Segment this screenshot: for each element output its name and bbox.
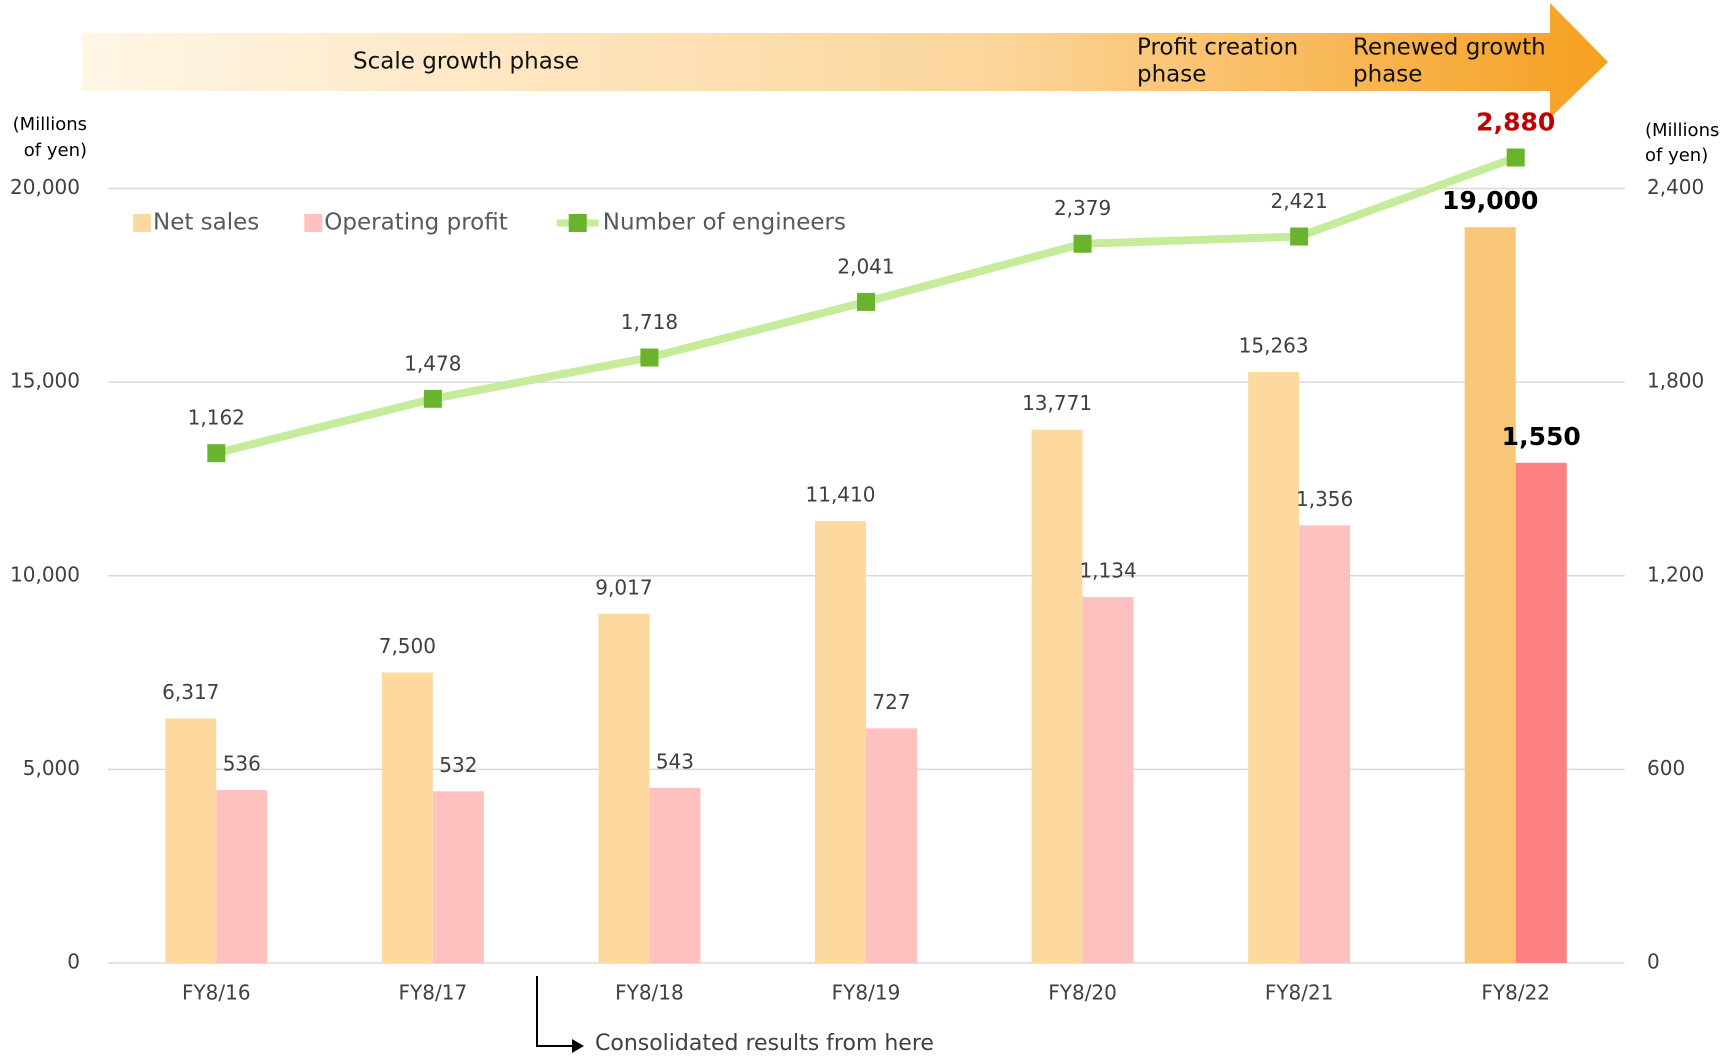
bar xyxy=(649,787,701,963)
marker xyxy=(857,292,875,311)
legend-swatch xyxy=(304,214,323,232)
bar xyxy=(1464,227,1516,964)
bar xyxy=(216,790,268,963)
x-tick-label: FY8/18 xyxy=(615,981,684,1005)
y2-tick-label: 1,800 xyxy=(1647,369,1704,393)
bar xyxy=(1299,525,1351,963)
y2-axis-label: (Millions xyxy=(1645,120,1719,141)
bar xyxy=(1515,462,1567,963)
data-label: 15,263 xyxy=(1239,333,1309,357)
legend-swatch xyxy=(133,214,151,232)
bar xyxy=(1031,429,1083,963)
data-label: 1,356 xyxy=(1296,487,1353,511)
marker xyxy=(640,348,659,367)
data-label: 1,134 xyxy=(1079,559,1136,583)
marker xyxy=(1073,234,1092,253)
bar xyxy=(815,521,866,963)
data-label: 13,771 xyxy=(1022,391,1092,415)
bar xyxy=(432,791,484,963)
data-label: 2,421 xyxy=(1271,189,1328,213)
x-tick-label: FY8/17 xyxy=(399,981,468,1005)
y-tick-label: 10,000 xyxy=(10,562,80,586)
data-label: 727 xyxy=(872,690,910,714)
bar xyxy=(1248,371,1300,964)
data-label: 1,550 xyxy=(1502,422,1581,451)
data-label: 7,500 xyxy=(379,634,436,658)
y-tick-label: 15,000 xyxy=(10,369,80,393)
data-label: 6,317 xyxy=(162,680,219,704)
y2-tick-label: 2,400 xyxy=(1647,175,1704,199)
y-tick-label: 20,000 xyxy=(10,175,80,199)
data-label: 2,041 xyxy=(837,254,894,278)
bar xyxy=(598,613,650,963)
data-label: 11,410 xyxy=(806,483,876,507)
y2-tick-label: 1,200 xyxy=(1647,562,1704,586)
marker xyxy=(207,444,226,463)
data-label: 2,880 xyxy=(1476,108,1555,137)
legend-label: Number of engineers xyxy=(603,210,846,236)
bar xyxy=(381,672,433,963)
phase-banner: Scale growth phase Profit creation phase… xyxy=(82,3,1608,118)
x-tick-label: FY8/19 xyxy=(832,981,901,1005)
x-tick-label: FY8/22 xyxy=(1481,981,1550,1005)
y-axis-label: of yen) xyxy=(24,140,87,161)
data-label: 532 xyxy=(439,753,477,777)
y2-tick-label: 0 xyxy=(1647,950,1660,974)
phase-label: phase xyxy=(1353,62,1422,88)
annotation-arrowhead xyxy=(572,1039,584,1053)
phase-label: Profit creation xyxy=(1137,35,1298,61)
data-label: 536 xyxy=(223,752,261,776)
y-tick-label: 5,000 xyxy=(23,756,80,780)
data-label: 1,162 xyxy=(188,406,245,430)
phase-label: phase xyxy=(1137,62,1206,88)
data-label: 1,718 xyxy=(621,310,678,334)
y-axis-label: (Millions xyxy=(13,114,87,135)
bar xyxy=(165,718,217,963)
x-tick-label: FY8/21 xyxy=(1265,981,1334,1005)
y2-axis-label: of yen) xyxy=(1645,145,1708,166)
data-label: 19,000 xyxy=(1442,186,1538,215)
phase-arrow xyxy=(82,3,1608,118)
marker xyxy=(1290,227,1309,246)
bar xyxy=(866,728,917,963)
y-tick-label: 0 xyxy=(67,950,80,974)
legend-swatch xyxy=(568,214,587,232)
phase-label: Renewed growth xyxy=(1353,35,1546,61)
legend-label: Operating profit xyxy=(324,210,507,236)
data-label: 9,017 xyxy=(595,575,652,599)
annotation: Consolidated results from here xyxy=(595,1031,934,1056)
legend-label: Net sales xyxy=(153,210,259,236)
y2-tick-label: 600 xyxy=(1647,756,1685,780)
marker xyxy=(423,389,442,408)
bar xyxy=(1082,597,1134,963)
data-label: 1,478 xyxy=(404,351,461,375)
data-label: 543 xyxy=(656,749,694,773)
annotation-bracket xyxy=(536,976,575,1047)
x-tick-label: FY8/16 xyxy=(182,981,251,1005)
marker xyxy=(1506,148,1525,167)
data-label: 2,379 xyxy=(1054,196,1111,220)
phase-label: Scale growth phase xyxy=(353,49,579,75)
x-tick-label: FY8/20 xyxy=(1048,981,1117,1005)
